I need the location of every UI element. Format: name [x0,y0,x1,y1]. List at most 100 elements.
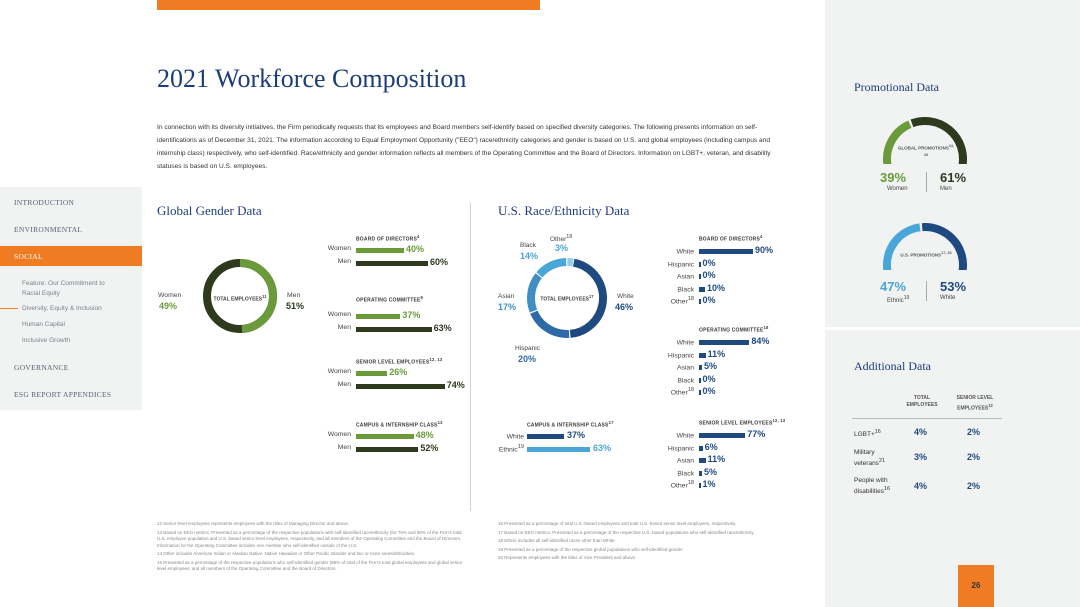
gender-bar-pct: 37% [402,310,421,320]
race-bar [699,458,706,463]
race-donut-slice-white [527,258,607,338]
nav-item-environmental[interactable]: ENVIRONMENTAL [14,225,83,234]
gender-group-title: OPERATING COMMITTEE9 [356,295,424,304]
additional-col-total: TOTAL EMPLOYEES [906,395,938,408]
race-campus-bar-label: Ethnic19 [498,444,524,454]
gender-bar [356,314,401,319]
footnote: 18 Ethnic includes all self-identified r… [498,538,616,543]
gender-bar-pct: 60% [430,257,449,267]
race-bar-pct: 0% [702,373,716,384]
gender-bar [356,384,445,389]
race-bar [699,377,701,383]
race-donut-center: TOTAL EMPLOYEES17 [540,294,594,303]
gender-bar [356,327,432,332]
promo-global-left-arc [883,120,912,164]
gender-group-title: CAMPUS & INTERNSHIP CLASS13 [356,420,443,429]
additional-title: Additional Data [854,359,931,373]
footnote: 13 Based on EEO metrics. Presented as a … [157,529,462,548]
race-hispanic-pct: 20% [518,354,537,364]
race-campus-bar [527,434,564,439]
gender-bar-label: Women [327,311,351,318]
promo-us-label: U.S. PROMOTIONS17, 20 [900,251,952,258]
nav-item-governance[interactable]: GOVERNANCE [14,363,69,372]
additional-header-rule [852,418,1002,419]
promo-global-men-label: Men [940,186,952,192]
gender-bar-pct: 74% [446,380,465,390]
gender-bar-pct: 52% [420,443,439,453]
race-bar-pct: 1% [702,479,716,489]
race-bar-label: Hispanic [667,351,694,359]
race-campus-bar-pct: 63% [593,443,612,453]
race-bar-pct: 77% [747,429,766,439]
race-campus-bar-pct: 37% [567,430,586,440]
additional-col-senior: SENIOR LEVEL EMPLOYEES12 [956,395,994,412]
nav-item-social[interactable]: SOCIAL [14,252,43,261]
race-bar-pct: 5% [704,466,718,477]
race-bar-label: Black [677,285,694,293]
gender-bar-pct: 48% [415,430,434,440]
promo-global-women-label: Women [887,186,908,192]
race-bar [699,445,703,451]
intro-paragraph: In connection with its diversity initiat… [157,124,771,170]
footnote: 20 Represents employees with the titles … [498,555,637,560]
footnote: 14 Other includes American Indian or Ala… [157,551,416,556]
race-hispanic-label: Hispanic [515,345,540,352]
race-bar-pct: 0% [702,257,716,268]
nav-sub-dei[interactable]: Diversity, Equity & Inclusion [22,305,102,312]
section-divider [470,203,471,511]
race-bar [699,249,753,254]
gender-bar [356,371,388,376]
nav-sub-racial-equity[interactable]: Feature: Our Commitment to Racial Equity [22,280,105,297]
gender-bar [356,447,419,452]
right-panel [825,0,1080,607]
gender-donut-women-arc [203,259,277,333]
race-asian-label: Asian [498,293,515,300]
gender-group-title: SENIOR LEVEL EMPLOYEES12, 13 [356,357,443,366]
gender-men-pct: 51% [286,301,305,311]
race-bar-label: Asian [676,364,694,372]
race-bar-label: White [676,432,694,440]
nav-sub-human-capital[interactable]: Human Capital [22,321,65,328]
gender-bar-pct: 26% [389,367,408,377]
gender-bar [356,434,414,439]
race-bar [699,261,701,267]
promo-global-label: GLOBAL PROMOTIONS14, 20 [897,144,955,157]
race-bar [699,365,702,370]
race-donut-slice-asian [527,258,607,338]
race-bar [699,470,702,476]
promo-us-left-arc [883,223,921,270]
nav-sub-inclusive-growth[interactable]: Inclusive Growth [22,337,71,344]
footnote: 15 Presented as a percentage of the resp… [157,559,463,572]
race-donut-slice-hispanic [527,258,607,338]
gender-bar-label: Women [327,245,351,252]
race-bar-pct: 5% [704,361,718,371]
race-black-label: Black [520,242,536,249]
race-bar-pct: 0% [702,386,716,396]
gender-bar-label: Women [327,368,351,375]
page-number: 26 [958,565,994,607]
race-bar-label: Other18 [670,387,694,397]
race-bar [699,340,750,345]
promo-global-gauge [883,117,967,164]
race-bar [699,286,705,292]
race-bar-pct: 11% [707,454,726,464]
gender-section-title: Global Gender Data [157,203,262,218]
gender-bar-pct: 63% [433,323,452,333]
additional-row-disabilities-senior: 2% [967,481,981,491]
nav-item-appendices[interactable]: ESG REPORT APPENDICES [14,390,112,399]
race-bar [699,433,746,438]
gender-bar-pct: 40% [406,244,425,254]
race-campus-bar [527,447,590,452]
gender-men-label: Men [287,292,301,299]
race-donut [527,258,607,338]
nav-item-introduction[interactable]: INTRODUCTION [14,198,75,207]
additional-row-disabilities-label: People with disabilities16 [854,477,891,496]
race-bar [699,483,701,488]
gender-women-label: Women [158,292,182,299]
race-group-title: SENIOR LEVEL EMPLOYEES12, 13 [699,418,786,427]
footnotes-left: 12 Senior level employees represents emp… [157,521,467,573]
race-white-label: White [617,293,634,300]
gender-bar-label: Men [337,381,351,388]
race-bar [699,390,701,395]
race-bar-label: Asian [676,273,694,281]
